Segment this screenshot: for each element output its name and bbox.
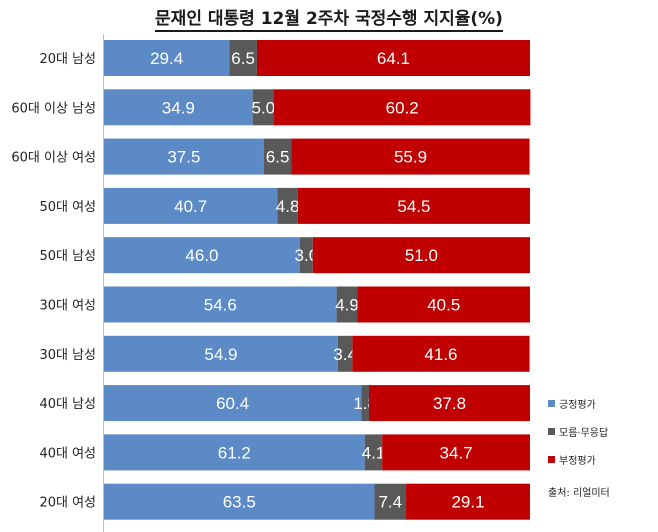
bar-segment [312,237,530,274]
bar-segment [104,187,278,224]
category-label: 20대 여성 [39,496,96,511]
bar-segment [297,187,530,224]
category-label: 20대 남성 [39,52,96,67]
data-label: 3.0 [295,246,319,265]
bar-segment [368,385,530,422]
data-label: 40.5 [427,296,460,315]
bar-segment [104,138,264,175]
category-label: 30대 여성 [39,299,96,314]
legend-swatch [548,455,555,463]
data-label: 37.8 [433,394,466,413]
bar-segment [374,483,407,520]
data-label: 34.7 [440,443,473,462]
data-label: 51.0 [405,246,438,265]
category-label: 40대 남성 [39,397,96,412]
data-label: 40.7 [174,197,207,216]
data-label: 41.6 [424,345,457,364]
data-label: 4.1 [362,443,386,462]
data-label: 54.9 [204,345,237,364]
bar-segment [382,434,530,471]
data-label: 6.5 [266,148,290,167]
bar-segment [277,187,298,224]
legend-label: 모름·무응답 [559,427,609,439]
data-label: 37.5 [167,148,200,167]
bar-segment [364,434,383,471]
data-label: 29.1 [451,493,484,512]
data-label: 60.2 [386,98,419,117]
legend-swatch [548,399,555,407]
bar-segment [229,40,257,76]
bar-segment [252,89,274,126]
bars: 29.4 6.5 64.1 34.9 5.0 60.2 37.5 6.5 55.9 40.7 4.8… [104,40,531,520]
data-label: 54.6 [204,296,237,315]
bar-segment [104,40,230,76]
bar-segment [104,434,365,471]
category-label: 60대 이상 여성 [11,151,96,166]
bar-segment [104,237,300,274]
bar-segment [104,89,253,126]
bar-segment [263,138,292,175]
data-label: 54.5 [397,197,430,216]
bar-segment [406,483,530,520]
category-label: 60대 이상 남성 [11,101,96,116]
data-label: 63.5 [223,493,256,512]
data-label: 46.0 [185,246,218,265]
data-label: 6.5 [231,49,255,68]
data-label: 7.4 [378,493,402,512]
legend-label: 긍정평가 [559,399,596,411]
bar-segment [337,335,353,372]
category-labels: 20대 남성 60대 이상 남성 60대 이상 여성 50대 여성 50대 남성 30대 … [11,52,96,511]
data-label: 34.9 [162,98,195,117]
bar-segment [299,237,313,274]
legend-item: 모름·무응답 [548,424,609,439]
bar-segment [104,335,338,372]
bar-segment [256,40,530,76]
bar-segment [291,138,530,175]
category-label: 50대 남성 [39,249,96,264]
data-label: 4.9 [335,296,359,315]
category-label: 30대 남성 [39,348,96,363]
data-label: 4.8 [276,197,300,216]
legend-item: 부정평가 [548,452,608,467]
data-label: 29.4 [150,49,183,68]
legend-label: 부정평가 [559,455,596,467]
bar-segment [104,385,362,422]
legend-item: 긍정평가 [548,396,608,411]
category-label: 50대 여성 [39,200,96,215]
data-label: 5.0 [252,98,276,117]
legend-swatch [548,427,555,435]
bar-segment [273,89,531,126]
data-label: 55.9 [394,148,427,167]
data-label: 60.4 [216,394,249,413]
bar-segment [336,286,358,323]
bar-segment [104,483,375,520]
bar-segment [357,286,530,323]
bar-segment [352,335,530,372]
data-label: 61.2 [218,443,251,462]
chart-title: 문재인 대통령 12월 2주차 국정수행 지지율(%) [0,4,658,32]
data-label: 64.1 [377,49,410,68]
chart-title-text: 문재인 대통령 12월 2주차 국정수행 지지율(%) [155,9,503,32]
category-label: 40대 여성 [39,446,96,461]
source-note: 출처: 리얼미터 [548,488,610,499]
bar-segment [104,286,337,323]
data-label: 3.4 [333,345,357,364]
bar-segment [361,385,369,422]
